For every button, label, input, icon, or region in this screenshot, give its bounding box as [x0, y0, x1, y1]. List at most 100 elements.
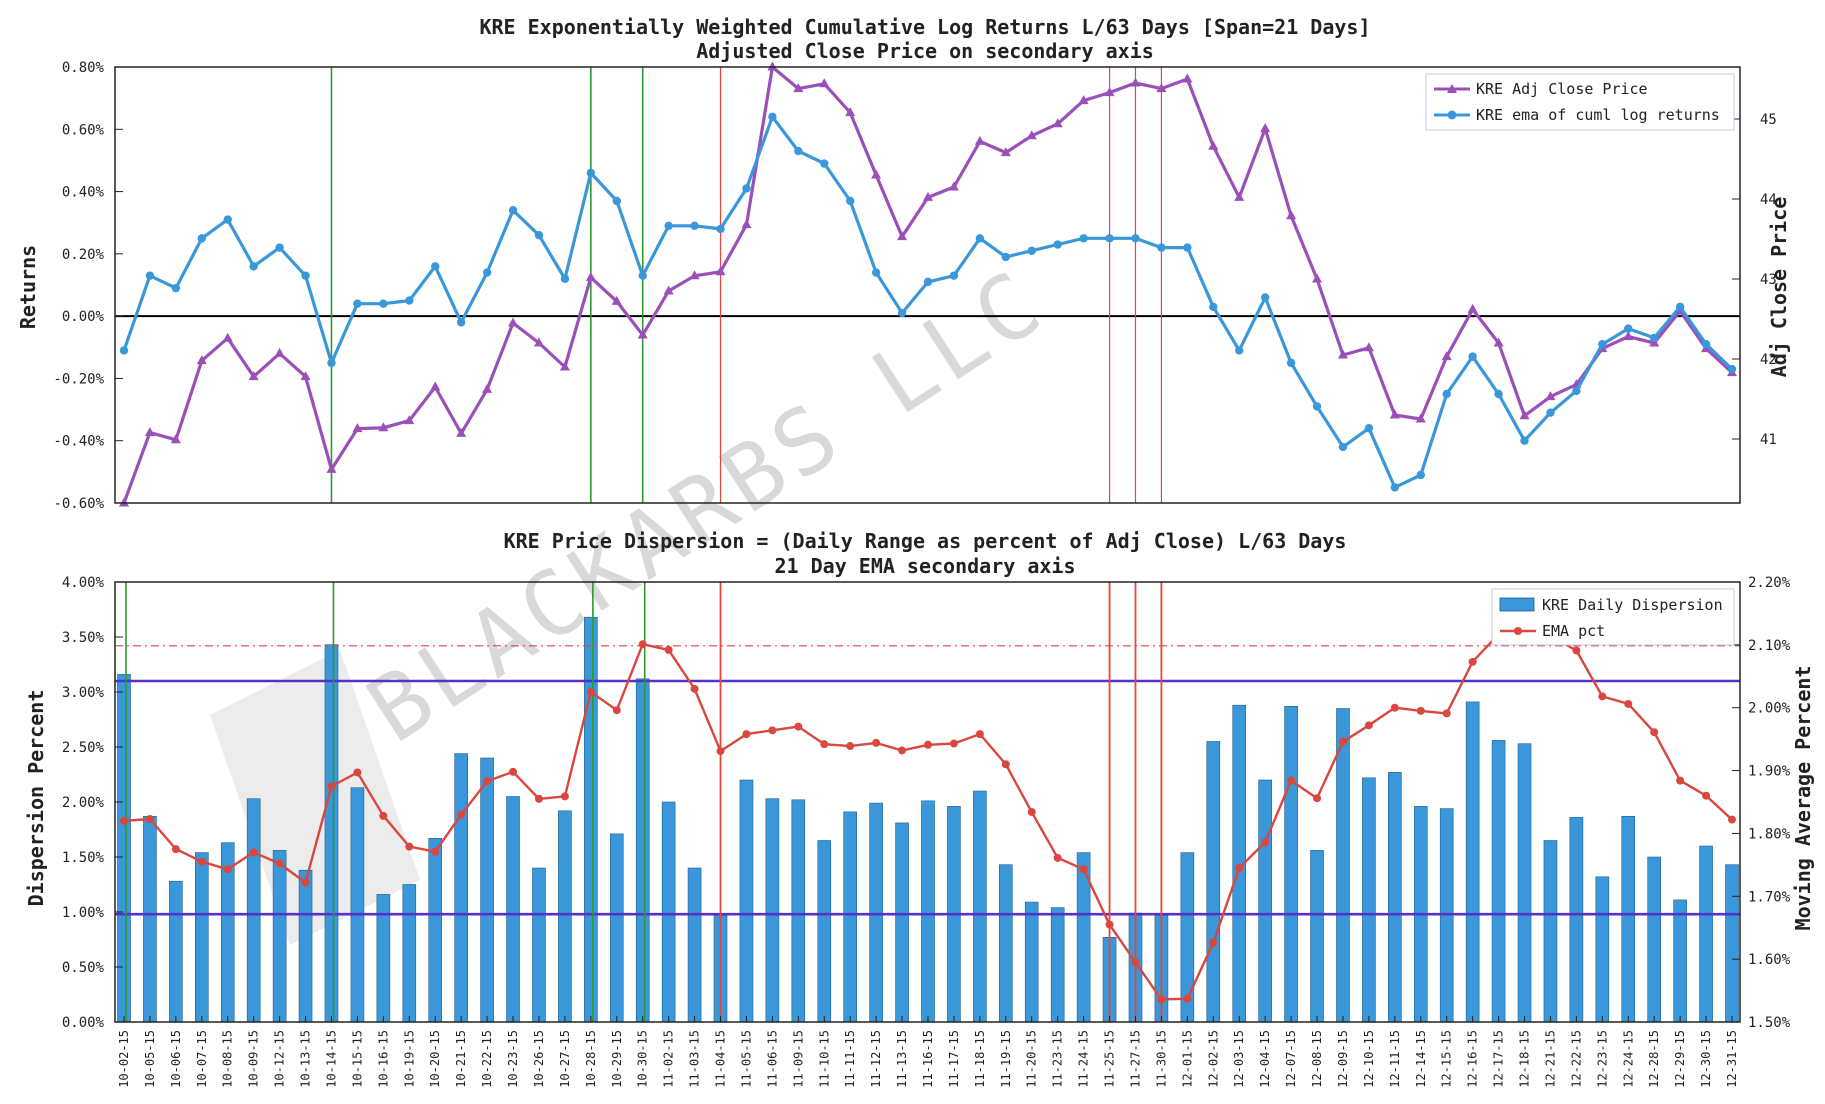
- price-tick-label: 45: [1760, 112, 1777, 128]
- returns-point: [871, 268, 881, 277]
- price-point: [456, 427, 467, 437]
- ema-point: [301, 878, 310, 887]
- dispersion-bar: [1206, 741, 1221, 1023]
- ema-point: [1287, 776, 1296, 785]
- dispersion-bar: [1621, 815, 1636, 1023]
- date-tick-label: 12-11-15: [1388, 1030, 1402, 1088]
- returns-point: [1157, 243, 1166, 252]
- price-point: [274, 347, 285, 357]
- date-tick-label: 12-14-15: [1414, 1030, 1428, 1088]
- price-tick-label: 41: [1760, 432, 1777, 448]
- date-tick-label: 12-24-15: [1621, 1030, 1635, 1088]
- returns-point: [249, 262, 258, 271]
- price-point: [559, 361, 570, 371]
- dispersion-bar: [428, 837, 443, 1023]
- watermark-logo: [210, 650, 420, 945]
- ema-point: [1209, 938, 1218, 947]
- price-point: [1156, 83, 1167, 93]
- dispersion-tick-label: 1.50%: [62, 850, 105, 866]
- dispersion-bar: [843, 811, 857, 1023]
- date-tick-label: 10-02-15: [117, 1030, 131, 1088]
- moving-average-tick-label: 1.70%: [1748, 889, 1791, 905]
- legend-returns-label: KRE ema of cuml log returns: [1476, 106, 1720, 124]
- ema-point: [509, 767, 518, 776]
- price-point: [948, 181, 959, 191]
- price-point: [1234, 191, 1245, 201]
- ema-point: [794, 722, 803, 731]
- price-point: [248, 371, 259, 381]
- returns-point: [975, 234, 985, 243]
- ema-point: [716, 747, 725, 756]
- price-point: [300, 371, 311, 381]
- returns-point: [1649, 333, 1659, 343]
- returns-point: [119, 346, 129, 355]
- dispersion-bar: [1258, 779, 1272, 1023]
- price-point: [378, 422, 389, 432]
- dispersion-axis-label: Dispersion Percent: [24, 690, 48, 907]
- price-point: [1026, 130, 1037, 140]
- dispersion-bar: [350, 787, 365, 1023]
- dispersion-bar: [1465, 701, 1480, 1023]
- price-point: [611, 295, 622, 305]
- dispersion-bar: [298, 869, 313, 1023]
- returns-plot-frame: [114, 66, 1741, 504]
- dispersion-bar: [143, 815, 157, 1023]
- ema-point: [379, 811, 388, 820]
- returns-axis-ticks: -0.60% -0.40% -0.20% 0.00% 0.20% 0.40% 0.60% 0.…: [53, 60, 123, 512]
- dispersion-bar: [999, 864, 1013, 1023]
- returns-point: [1416, 470, 1425, 480]
- returns-point: [1260, 293, 1270, 302]
- price-point: [1389, 409, 1400, 419]
- price-point: [1467, 303, 1478, 313]
- date-tick-label: 12-16-15: [1466, 1030, 1480, 1088]
- returns-point: [1001, 252, 1011, 262]
- price-point: [1545, 391, 1556, 401]
- dispersion-bar: [1491, 740, 1506, 1023]
- price-point: [637, 329, 648, 339]
- date-tick-label: 11-27-15: [1128, 1030, 1142, 1088]
- legend-ema-label: EMA pct: [1542, 622, 1605, 640]
- returns-point: [949, 271, 959, 280]
- dispersion-tick-label: 0.50%: [62, 960, 105, 976]
- date-tick-label: 11-10-15: [817, 1030, 831, 1088]
- date-tick-label: 12-31-15: [1725, 1030, 1739, 1088]
- price-point: [793, 83, 804, 93]
- returns-point: [1390, 483, 1400, 492]
- circle-marker-icon: [1447, 110, 1457, 120]
- ema-point: [483, 777, 492, 786]
- ema-point: [120, 816, 128, 825]
- returns-point: [742, 184, 751, 193]
- ema-point: [1702, 791, 1711, 800]
- returns-point: [1520, 436, 1529, 445]
- price-point: [1519, 410, 1530, 420]
- returns-tick-label: 0.20%: [62, 247, 105, 263]
- dispersion-bar: [791, 799, 806, 1023]
- price-point: [923, 191, 933, 201]
- price-point: [585, 271, 596, 281]
- ema-point: [586, 688, 595, 696]
- date-tick-label: 12-15-15: [1440, 1030, 1454, 1088]
- date-tick-label: 11-16-15: [921, 1030, 935, 1088]
- price-point: [196, 355, 207, 365]
- ema-point: [872, 738, 881, 747]
- dispersion-bar: [973, 790, 987, 1023]
- dispersion-bar: [1024, 901, 1039, 1023]
- returns-legend: KRE Adj Close Price KRE ema of cuml log …: [1425, 73, 1735, 131]
- date-tick-label: 10-14-15: [324, 1030, 338, 1088]
- dispersion-chart-subtitle: 21 Day EMA secondary axis: [774, 554, 1075, 578]
- returns-point: [1727, 364, 1737, 374]
- price-point: [1493, 337, 1504, 347]
- dispersion-bar: [765, 798, 780, 1023]
- returns-point: [1546, 408, 1555, 417]
- dispersion-bar: [169, 880, 183, 1023]
- ema-point: [197, 857, 206, 866]
- date-tick-label: 10-12-15: [273, 1030, 287, 1088]
- date-tick-label: 12-30-15: [1699, 1030, 1713, 1088]
- price-point: [1623, 331, 1634, 341]
- returns-point: [1131, 234, 1140, 243]
- date-tick-label: 10-30-15: [636, 1030, 650, 1088]
- price-point: [533, 337, 544, 347]
- date-tick-label: 12-22-15: [1569, 1030, 1583, 1088]
- returns-point: [534, 230, 544, 240]
- returns-tick-label: 0.80%: [62, 60, 105, 76]
